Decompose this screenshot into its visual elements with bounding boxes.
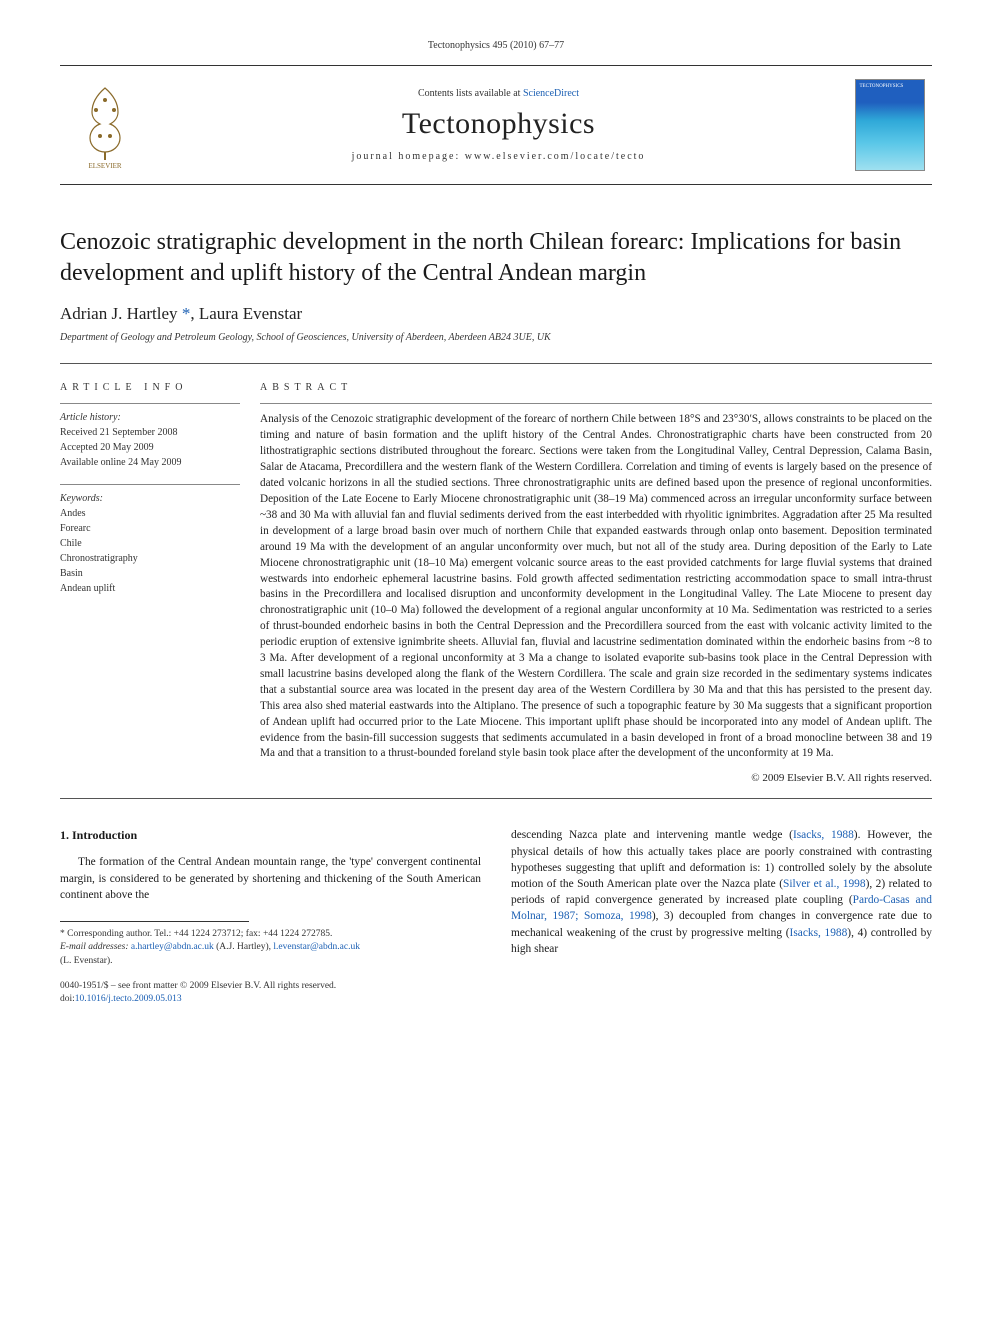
abstract-copyright: © 2009 Elsevier B.V. All rights reserved…	[260, 772, 932, 784]
email-line: E-mail addresses: a.hartley@abdn.ac.uk (…	[60, 941, 481, 954]
keyword: Andean uplift	[60, 581, 240, 596]
history-received: Received 21 September 2008	[60, 425, 240, 440]
doi-label: doi:	[60, 994, 75, 1004]
elsevier-tree-icon: ELSEVIER	[70, 80, 140, 170]
abstract-text: Analysis of the Cenozoic stratigraphic d…	[260, 412, 932, 762]
text-run: descending Nazca plate and intervening m…	[511, 829, 793, 841]
keyword: Basin	[60, 566, 240, 581]
email-label: E-mail addresses:	[60, 942, 129, 952]
contents-prefix: Contents lists available at	[418, 88, 523, 99]
journal-name: Tectonophysics	[402, 107, 595, 141]
svg-text:ELSEVIER: ELSEVIER	[88, 162, 121, 170]
abstract-label: ABSTRACT	[260, 382, 932, 393]
citation-link[interactable]: Silver et al., 1998	[783, 878, 866, 890]
running-head: Tectonophysics 495 (2010) 67–77	[60, 40, 932, 51]
keyword: Forearc	[60, 521, 240, 536]
email-link[interactable]: l.evenstar@abdn.ac.uk	[273, 942, 360, 952]
publisher-logo: ELSEVIER	[60, 66, 150, 184]
sciencedirect-link[interactable]: ScienceDirect	[523, 88, 579, 99]
footnote-separator	[60, 921, 249, 922]
doi-block: 0040-1951/$ – see front matter © 2009 El…	[60, 980, 481, 1007]
paragraph: descending Nazca plate and intervening m…	[511, 827, 932, 957]
divider	[260, 403, 932, 404]
front-matter: 0040-1951/$ – see front matter © 2009 El…	[60, 980, 481, 993]
keyword: Andes	[60, 506, 240, 521]
journal-header: ELSEVIER Contents lists available at Sci…	[60, 65, 932, 185]
keyword: Chile	[60, 536, 240, 551]
history-online: Available online 24 May 2009	[60, 455, 240, 470]
body-column-right: descending Nazca plate and intervening m…	[511, 827, 932, 1006]
article-history: Article history: Received 21 September 2…	[60, 403, 240, 470]
keywords-label: Keywords:	[60, 491, 240, 506]
affiliation: Department of Geology and Petroleum Geol…	[60, 332, 932, 343]
contents-line: Contents lists available at ScienceDirec…	[418, 88, 579, 99]
authors: Adrian J. Hartley *, Laura Evenstar	[60, 304, 932, 324]
divider	[60, 798, 932, 799]
article-title: Cenozoic stratigraphic development in th…	[60, 227, 932, 288]
divider	[60, 363, 932, 364]
paragraph: The formation of the Central Andean moun…	[60, 854, 481, 903]
history-accepted: Accepted 20 May 2009	[60, 440, 240, 455]
citation-link[interactable]: Isacks, 1988	[793, 829, 854, 841]
corresponding-footnote: * Corresponding author. Tel.: +44 1224 2…	[60, 928, 481, 968]
corr-author-line: * Corresponding author. Tel.: +44 1224 2…	[60, 928, 481, 941]
journal-homepage: journal homepage: www.elsevier.com/locat…	[352, 151, 646, 162]
article-info-label: ARTICLE INFO	[60, 382, 240, 393]
keyword: Chronostratigraphy	[60, 551, 240, 566]
journal-cover: TECTONOPHYSICS	[847, 66, 932, 184]
keywords-block: Keywords: Andes Forearc Chile Chronostra…	[60, 484, 240, 596]
email-link[interactable]: a.hartley@abdn.ac.uk	[131, 942, 214, 952]
section-heading: 1. Introduction	[60, 827, 481, 844]
body-column-left: 1. Introduction The formation of the Cen…	[60, 827, 481, 1006]
body-columns: 1. Introduction The formation of the Cen…	[60, 827, 932, 1006]
doi-link[interactable]: 10.1016/j.tecto.2009.05.013	[75, 994, 182, 1004]
citation-link[interactable]: Isacks, 1988	[790, 927, 848, 939]
email-name: (A.J. Hartley),	[214, 942, 274, 952]
history-label: Article history:	[60, 410, 240, 425]
cover-label: TECTONOPHYSICS	[860, 84, 920, 89]
email-name: (L. Evenstar).	[60, 955, 481, 968]
